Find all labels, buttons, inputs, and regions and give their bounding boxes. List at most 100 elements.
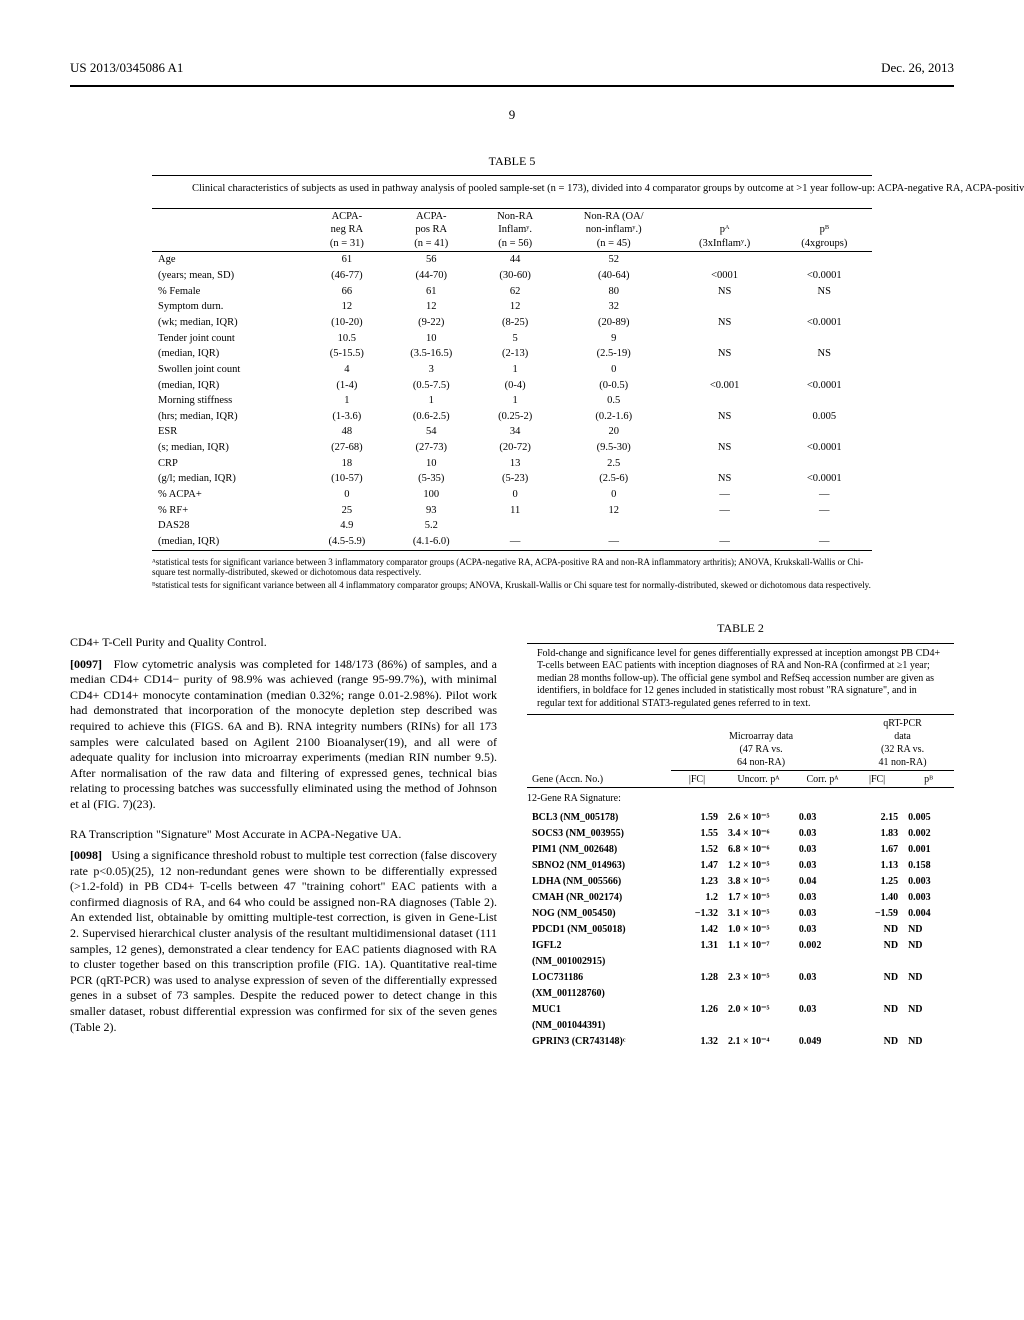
table5-cell: 25 — [307, 503, 387, 519]
table2-cell — [903, 953, 954, 969]
table2-cell: GPRIN3 (CR743148)ᶜ — [527, 1033, 671, 1049]
table2-cell: BCL3 (NM_005178) — [527, 809, 671, 825]
table2-cell: 1.25 — [851, 873, 903, 889]
table5-title: TABLE 5 — [70, 154, 954, 170]
table5-cell: (5-15.5) — [307, 346, 387, 362]
table5-cell: (g/l; median, IQR) — [152, 471, 307, 487]
table2-row: GPRIN3 (CR743148)ᶜ1.322.1 × 10⁻⁴0.049NDN… — [527, 1033, 954, 1049]
table5-cell: 1 — [387, 393, 476, 409]
para-num-0098: [0098] — [70, 848, 102, 862]
table5-cell: (wk; median, IQR) — [152, 315, 307, 331]
para-num-0097: [0097] — [70, 657, 102, 671]
table2-cell: 1.47 — [671, 857, 723, 873]
table5-cell: NS — [777, 346, 872, 362]
table5-col-0 — [152, 208, 307, 252]
table5-cell: — — [777, 534, 872, 550]
table5-cell: — — [673, 487, 777, 503]
table5-col-6: pᴮ (4xgroups) — [777, 208, 872, 252]
table5-cell: <0.0001 — [777, 378, 872, 394]
table2-cell: ND — [851, 1033, 903, 1049]
table2-cell: 1.0 × 10⁻⁵ — [723, 921, 794, 937]
table5-cell: <0.0001 — [777, 315, 872, 331]
table5-cell: Symptom durn. — [152, 299, 307, 315]
table5-cell: (3.5-16.5) — [387, 346, 476, 362]
table2-cell — [671, 1017, 723, 1033]
table5-cell: 5.2 — [387, 518, 476, 534]
table2-row: LOC7311861.282.3 × 10⁻⁵0.03NDND — [527, 969, 954, 985]
table5-cell: (27-73) — [387, 440, 476, 456]
table2-cell: 1.7 × 10⁻⁵ — [723, 889, 794, 905]
table5-cell: % ACPA+ — [152, 487, 307, 503]
table5-cell: Swollen joint count — [152, 362, 307, 378]
table2-cell: 2.6 × 10⁻⁵ — [723, 809, 794, 825]
table2-cell — [723, 953, 794, 969]
table5-cell: (s; median, IQR) — [152, 440, 307, 456]
two-column-layout: CD4+ T-Cell Purity and Quality Control. … — [70, 621, 954, 1049]
table5-cell: 2.5 — [555, 456, 673, 472]
table2-cell: ND — [903, 969, 954, 985]
table2-cell: 2.15 — [851, 809, 903, 825]
t2-col-pb: pᴮ — [903, 771, 954, 788]
table2-cell: 1.42 — [671, 921, 723, 937]
para-0098-text: Using a significance threshold robust to… — [70, 848, 497, 1034]
table2-cell: 1.59 — [671, 809, 723, 825]
table2-cell: CMAH (NR_002174) — [527, 889, 671, 905]
table2-cell: 0.03 — [794, 825, 851, 841]
table5-cell: NS — [673, 409, 777, 425]
table5-cell: — — [476, 534, 555, 550]
table2-cell: 0.03 — [794, 1001, 851, 1017]
table2-row: BCL3 (NM_005178)1.592.6 × 10⁻⁵0.032.150.… — [527, 809, 954, 825]
header-rule — [70, 85, 954, 87]
table2-cell: 0.049 — [794, 1033, 851, 1049]
table5-cell: (5-35) — [387, 471, 476, 487]
table5-cell: 11 — [476, 503, 555, 519]
table5-cell — [777, 362, 872, 378]
table5-cell: (1-4) — [307, 378, 387, 394]
page-number: 9 — [70, 107, 954, 124]
table2-cell: LDHA (NM_005566) — [527, 873, 671, 889]
table5-cell: 9 — [555, 331, 673, 347]
table5-cell: ESR — [152, 424, 307, 440]
table2-cell: 1.23 — [671, 873, 723, 889]
table5-cell: 12 — [307, 299, 387, 315]
patent-date: Dec. 26, 2013 — [881, 60, 954, 77]
table5-cell: (2.5-19) — [555, 346, 673, 362]
table5-cell — [777, 424, 872, 440]
table2-cell: ND — [903, 1033, 954, 1049]
table2-row: LDHA (NM_005566)1.233.8 × 10⁻⁵0.041.250.… — [527, 873, 954, 889]
table5-cell: 18 — [307, 456, 387, 472]
table2-cell: 0.03 — [794, 857, 851, 873]
table2-cell — [671, 953, 723, 969]
table5-cell: (5-23) — [476, 471, 555, 487]
table2-cell: 1.52 — [671, 841, 723, 857]
table5-cell: <0.001 — [673, 378, 777, 394]
table2-cell — [794, 985, 851, 1001]
table2-cell: 0.04 — [794, 873, 851, 889]
table2: Fold-change and significance level for g… — [527, 643, 954, 1050]
table2-cell: SOCS3 (NM_003955) — [527, 825, 671, 841]
table2-cell: ND — [851, 937, 903, 953]
table5-cell: (46-77) — [307, 268, 387, 284]
table5-cell: 93 — [387, 503, 476, 519]
table2-cell: 3.4 × 10⁻⁶ — [723, 825, 794, 841]
table5-cell: 0 — [307, 487, 387, 503]
table5-cell — [673, 299, 777, 315]
table5-cell: (40-64) — [555, 268, 673, 284]
table2-cell: 0.03 — [794, 889, 851, 905]
table2-cell: 0.158 — [903, 857, 954, 873]
table5-cell: — — [555, 534, 673, 550]
table5-cell: 1 — [476, 393, 555, 409]
table5-cell: 5 — [476, 331, 555, 347]
table5-cell: Morning stiffness — [152, 393, 307, 409]
table2-cell: ND — [851, 969, 903, 985]
table5-cell: (median, IQR) — [152, 378, 307, 394]
table5-cell: <0.0001 — [777, 268, 872, 284]
table5-cell: 100 — [387, 487, 476, 503]
table5-cell: (9.5-30) — [555, 440, 673, 456]
table2-cell: (NM_001002915) — [527, 953, 671, 969]
table2-cell: −1.32 — [671, 905, 723, 921]
table2-cell: ND — [851, 1001, 903, 1017]
table2-cell — [851, 953, 903, 969]
table5-cell — [673, 252, 777, 268]
table5-cell: (median, IQR) — [152, 346, 307, 362]
